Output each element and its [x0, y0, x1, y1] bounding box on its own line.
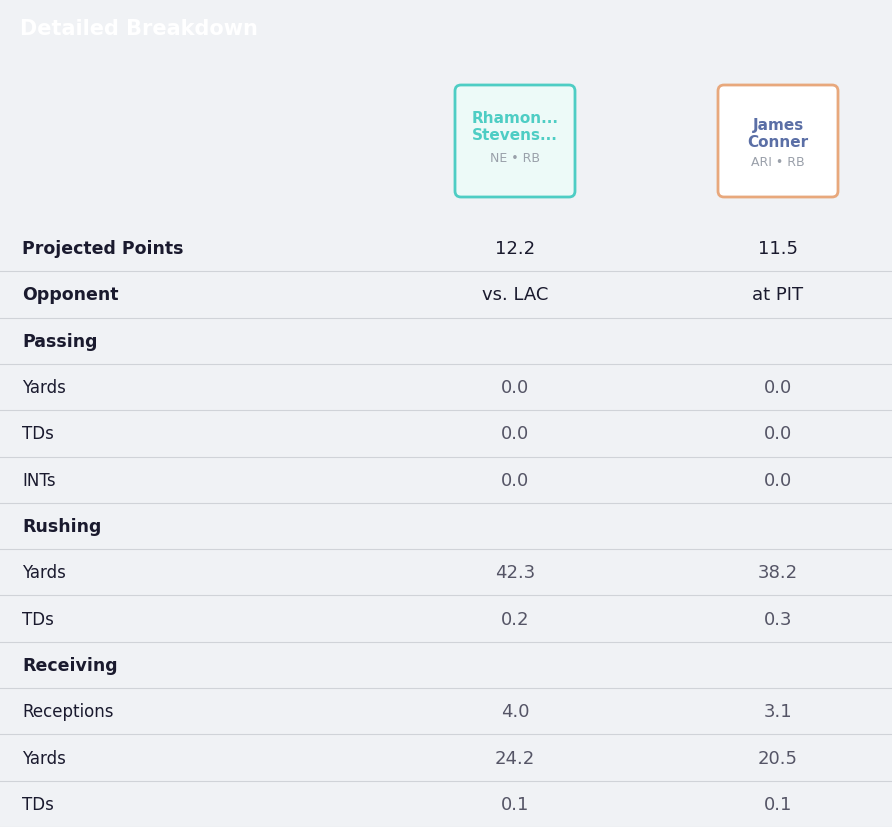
Text: vs. LAC: vs. LAC [482, 286, 549, 304]
Text: Yards: Yards [22, 748, 66, 767]
Text: 0.1: 0.1 [764, 795, 792, 813]
Text: 24.2: 24.2 [495, 748, 535, 767]
FancyBboxPatch shape [718, 86, 838, 198]
Text: ARI • RB: ARI • RB [751, 155, 805, 169]
FancyBboxPatch shape [455, 86, 575, 198]
Text: 0.0: 0.0 [501, 425, 529, 442]
Text: Rhamon...: Rhamon... [472, 110, 558, 126]
Text: TDs: TDs [22, 425, 54, 442]
Text: 0.0: 0.0 [764, 425, 792, 442]
Text: 0.3: 0.3 [764, 609, 792, 628]
Text: Yards: Yards [22, 379, 66, 397]
Text: TDs: TDs [22, 609, 54, 628]
Text: 0.0: 0.0 [501, 471, 529, 489]
Text: Passing: Passing [22, 332, 97, 351]
Text: 0.0: 0.0 [764, 379, 792, 397]
Text: 0.1: 0.1 [500, 795, 529, 813]
Text: TDs: TDs [22, 795, 54, 813]
Text: 38.2: 38.2 [758, 564, 798, 581]
Text: 20.5: 20.5 [758, 748, 798, 767]
Text: 42.3: 42.3 [495, 564, 535, 581]
Text: Stevens...: Stevens... [472, 127, 558, 142]
Text: 11.5: 11.5 [758, 240, 798, 258]
Text: 3.1: 3.1 [764, 702, 792, 720]
Text: NE • RB: NE • RB [490, 151, 540, 165]
Text: Rushing: Rushing [22, 518, 102, 535]
Text: Conner: Conner [747, 134, 808, 150]
Text: Opponent: Opponent [22, 286, 119, 304]
Text: 4.0: 4.0 [500, 702, 529, 720]
Text: Receptions: Receptions [22, 702, 113, 720]
Text: 0.0: 0.0 [501, 379, 529, 397]
Text: Receiving: Receiving [22, 656, 118, 674]
Text: at PIT: at PIT [753, 286, 804, 304]
Text: INTs: INTs [22, 471, 55, 489]
Text: James: James [752, 117, 804, 132]
Text: 0.0: 0.0 [764, 471, 792, 489]
Text: 12.2: 12.2 [495, 240, 535, 258]
Text: Projected Points: Projected Points [22, 240, 184, 258]
Text: 0.2: 0.2 [500, 609, 529, 628]
Text: Yards: Yards [22, 564, 66, 581]
Text: Detailed Breakdown: Detailed Breakdown [20, 19, 258, 39]
